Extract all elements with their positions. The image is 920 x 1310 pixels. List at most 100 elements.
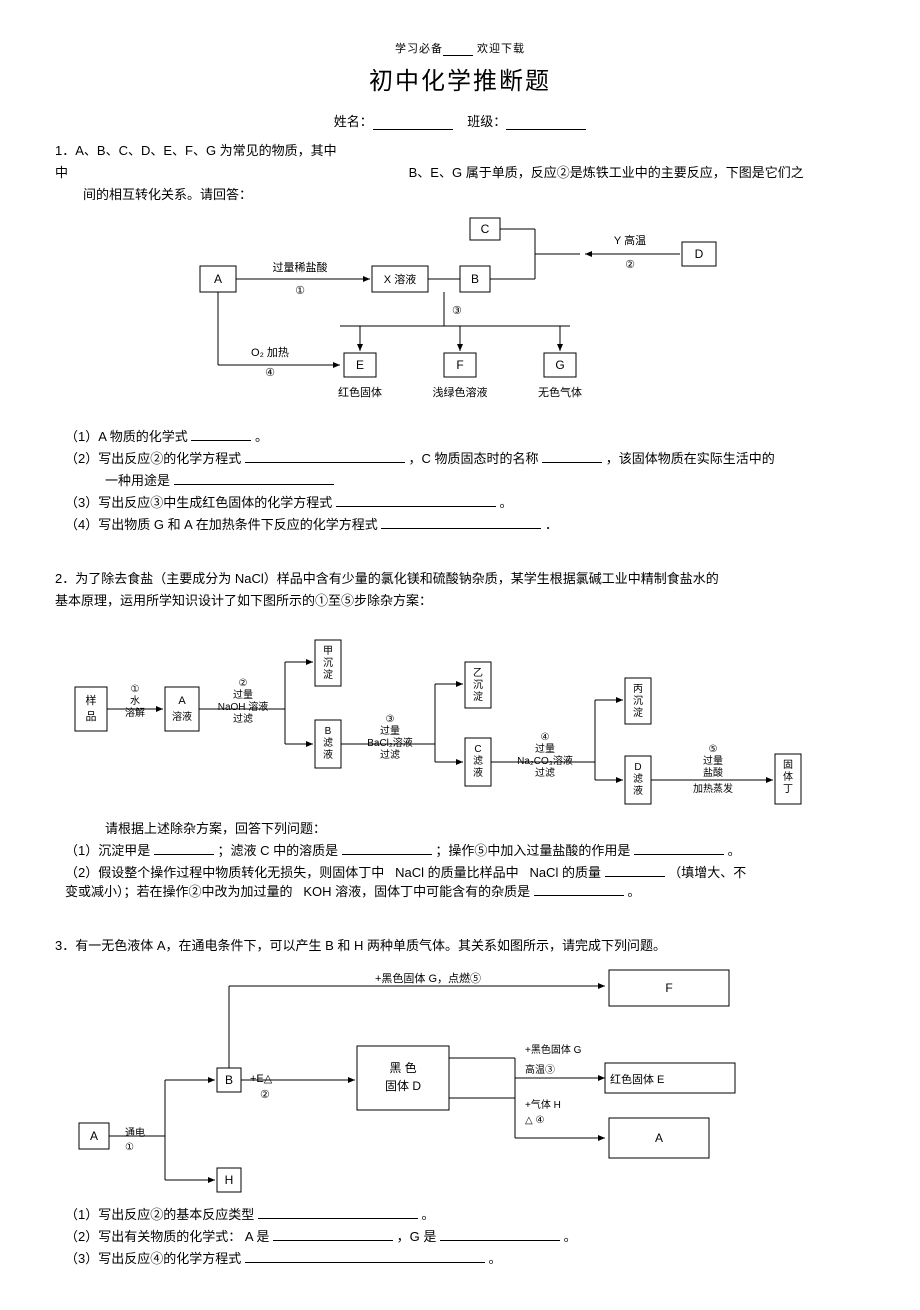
q1-sub2: （2）写出反应②的化学方程式 ，C 物质固态时的名称 ，该固体物质在实际生活中的 [65, 448, 865, 467]
svg-text:样: 样 [86, 693, 97, 707]
name-fill[interactable] [373, 129, 453, 130]
q1-diagram: A 过量稀盐酸 ① X 溶液 B C Y 高温 ② D ③ E F G 红色固体… [140, 216, 780, 416]
svg-text:①: ① [295, 285, 305, 297]
svg-text:淀: 淀 [473, 690, 483, 703]
svg-text:O₂ 加热: O₂ 加热 [251, 346, 289, 359]
svg-text:盐酸: 盐酸 [703, 766, 723, 779]
svg-text:③: ③ [386, 714, 395, 725]
svg-text:丁: 丁 [783, 784, 793, 795]
svg-text:淀: 淀 [633, 706, 643, 719]
svg-text:NaOH 溶液: NaOH 溶液 [218, 700, 269, 713]
svg-text:通电: 通电 [125, 1126, 145, 1139]
q3-diagram: A 通电 ① B H +E△ ② 黑 色 固体 D +黑色固体 G，点燃⑤ F … [75, 968, 795, 1198]
q1-sub2-blank1[interactable] [245, 448, 405, 463]
svg-text:C: C [474, 744, 481, 755]
svg-text:滤: 滤 [633, 772, 643, 785]
q1-sub1: （1）A 物质的化学式 。 [65, 426, 865, 445]
svg-text:D: D [695, 247, 704, 261]
q1-intro2: B、E、G 属于单质，反应②是炼铁工业中的主要反应，下图是它们之 [409, 165, 804, 180]
q1-sub3: （3）写出反应③中生成红色固体的化学方程式 。 [65, 492, 865, 511]
svg-text:沉: 沉 [323, 656, 333, 669]
q3-sub2-blank1[interactable] [273, 1226, 393, 1241]
q2-sub1-blank3[interactable] [634, 840, 724, 855]
q1-sub2-blank3[interactable] [174, 470, 334, 485]
q2-sub2-blank1[interactable] [605, 862, 665, 877]
svg-text:淀: 淀 [323, 668, 333, 681]
svg-text:+气体 H: +气体 H [525, 1098, 561, 1111]
q3-sub2: （2）写出有关物质的化学式： A 是 ，G 是 。 [65, 1226, 865, 1245]
q3-sub2-blank2[interactable] [440, 1226, 560, 1241]
svg-text:+E△: +E△ [250, 1073, 273, 1085]
q1-sub1-blank[interactable] [191, 426, 251, 441]
svg-text:溶液: 溶液 [172, 710, 192, 723]
svg-text:H: H [225, 1173, 234, 1187]
svg-text:Na₂CO₃溶液: Na₂CO₃溶液 [517, 754, 573, 767]
q1-sub4: （4）写出物质 G 和 A 在加热条件下反应的化学方程式 ． [65, 514, 865, 533]
q1-sub2-blank2[interactable] [542, 448, 602, 463]
name-label: 姓名： [334, 114, 373, 129]
svg-text:体: 体 [783, 771, 793, 783]
q2-sub1-blank2[interactable] [342, 840, 432, 855]
svg-text:高温③: 高温③ [525, 1063, 555, 1076]
svg-text:溶解: 溶解 [125, 706, 145, 719]
svg-text:③: ③ [452, 305, 462, 317]
q3-sub1-blank[interactable] [258, 1204, 418, 1219]
q3-sub1: （1）写出反应②的基本反应类型 。 [65, 1204, 865, 1223]
name-class-row: 姓名： 班级： [55, 111, 865, 130]
q2-sub1: （1）沉淀甲是 ；滤液 C 中的溶质是 ；操作⑤中加入过量盐酸的作用是 。 [65, 840, 865, 859]
svg-text:沉: 沉 [633, 694, 643, 707]
svg-text:A: A [214, 272, 222, 286]
svg-text:④: ④ [265, 367, 275, 379]
svg-text:△ ④: △ ④ [525, 1115, 544, 1126]
class-label: 班级： [467, 114, 506, 129]
svg-text:②: ② [260, 1089, 270, 1101]
q2-intro: 2．为了除去食盐（主要成分为 NaCl）样品中含有少量的氯化镁和硫酸钠杂质，某学… [55, 568, 865, 612]
svg-text:+黑色固体 G，点燃⑤: +黑色固体 G，点燃⑤ [375, 971, 481, 985]
svg-text:C: C [481, 222, 490, 236]
q1-intro3: 间的相互转化关系。请回答： [83, 187, 252, 202]
q1-sub2-line2: 一种用途是 [105, 470, 865, 489]
svg-text:E: E [356, 358, 364, 372]
svg-text:过量: 过量 [380, 724, 400, 737]
svg-text:液: 液 [323, 748, 333, 761]
svg-text:+黑色固体 G: +黑色固体 G [525, 1043, 582, 1056]
svg-text:无色气体: 无色气体 [538, 385, 582, 399]
q3-sub3-blank[interactable] [245, 1248, 485, 1263]
svg-text:固: 固 [783, 759, 793, 771]
q2-sub2-blank2[interactable] [534, 881, 624, 896]
q2-sub1-blank1[interactable] [154, 840, 214, 855]
svg-text:过滤: 过滤 [380, 748, 400, 761]
svg-text:红色固体: 红色固体 [338, 385, 382, 399]
svg-text:D: D [634, 762, 641, 773]
svg-text:X 溶液: X 溶液 [384, 272, 416, 286]
svg-text:加热蒸发: 加热蒸发 [693, 782, 733, 795]
svg-text:丙: 丙 [633, 684, 643, 695]
class-fill[interactable] [506, 129, 586, 130]
svg-text:红色固体 E: 红色固体 E [610, 1072, 664, 1086]
svg-text:BaCl₂溶液: BaCl₂溶液 [367, 736, 413, 749]
svg-text:沉: 沉 [473, 678, 483, 691]
svg-text:滤: 滤 [473, 754, 483, 767]
header-left: 学习必备 [395, 43, 443, 55]
svg-text:⑤: ⑤ [709, 744, 718, 755]
svg-text:过量: 过量 [535, 742, 555, 755]
svg-text:②: ② [625, 259, 635, 271]
svg-text:A: A [90, 1129, 98, 1143]
q2-followup: 请根据上述除杂方案，回答下列问题： [105, 818, 865, 837]
q1-intro: 1．A、B、C、D、E、F、G 为常见的物质，其中 中 B、E、G 属于单质，反… [55, 140, 865, 206]
svg-text:滤: 滤 [323, 736, 333, 749]
svg-text:A: A [655, 1131, 663, 1145]
q1-sub4-blank[interactable] [381, 514, 541, 529]
svg-text:F: F [456, 358, 463, 372]
header-right: 欢迎下载 [477, 43, 525, 55]
svg-text:固体 D: 固体 D [385, 1079, 421, 1093]
q1-sub3-blank[interactable] [336, 492, 496, 507]
q2-diagram: 样 品 ① 水 溶解 A 溶液 ② 过量 NaOH 溶液 过滤 甲 沉 淀 B … [55, 622, 865, 812]
svg-text:④: ④ [541, 732, 550, 743]
svg-text:甲: 甲 [323, 646, 333, 657]
svg-text:G: G [555, 358, 564, 372]
svg-text:品: 品 [86, 710, 97, 723]
svg-text:①: ① [131, 684, 140, 695]
page-title: 初中化学推断题 [55, 61, 865, 96]
svg-text:①: ① [125, 1142, 134, 1153]
